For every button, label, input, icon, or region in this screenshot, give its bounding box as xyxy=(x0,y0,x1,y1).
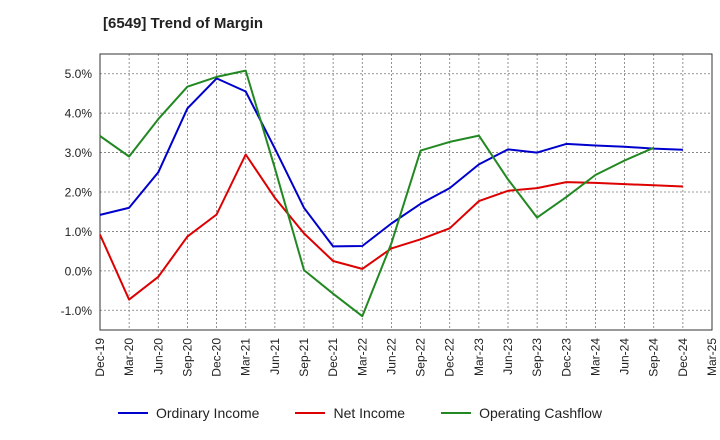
legend-label: Net Income xyxy=(333,405,406,421)
y-tick-label: 2.0% xyxy=(65,186,93,200)
x-tick-label: Jun-22 xyxy=(384,338,398,375)
x-tick-label: Dec-22 xyxy=(443,338,457,377)
x-tick-label: Jun-24 xyxy=(618,338,632,375)
legend-swatch xyxy=(295,412,326,414)
x-tick-label: Sep-21 xyxy=(297,338,311,377)
x-tick-label: Sep-24 xyxy=(647,338,661,377)
x-tick-label: Mar-21 xyxy=(239,338,253,376)
series-line-operating-cashflow xyxy=(99,69,655,318)
x-tick-label: Mar-24 xyxy=(588,338,602,376)
series-line-ordinary-income xyxy=(99,77,683,248)
legend-label: Operating Cashflow xyxy=(479,405,603,421)
y-tick-label: 5.0% xyxy=(65,67,93,81)
x-tick-label: Dec-21 xyxy=(326,338,340,377)
x-tick-label: Dec-23 xyxy=(559,338,573,377)
x-tick-label: Jun-23 xyxy=(501,338,515,375)
y-tick-label: 0.0% xyxy=(65,264,93,278)
legend-swatch xyxy=(441,412,472,414)
x-tick-label: Dec-20 xyxy=(210,338,224,377)
line-chart: -1.0% 0.0% 1.0% 2.0% 3.0% 4.0% 5.0% Dec-19 Mar-2… xyxy=(61,53,719,377)
x-tick-label: Mar-20 xyxy=(122,338,136,376)
legend-item-operating-cashflow: Operating Cashflow xyxy=(441,405,602,421)
x-tick-label: Jun-20 xyxy=(151,338,165,375)
legend-item-ordinary-income: Ordinary Income xyxy=(117,405,260,421)
y-tick-label: 4.0% xyxy=(65,107,93,121)
x-tick-label: Jun-21 xyxy=(268,338,282,375)
legend-label: Ordinary Income xyxy=(155,405,260,421)
x-tick-label: Sep-23 xyxy=(530,338,544,377)
y-tick-label: 3.0% xyxy=(65,146,93,160)
y-tick-label: -1.0% xyxy=(61,304,93,318)
y-tick-label: 1.0% xyxy=(65,225,93,239)
plot-border xyxy=(99,53,713,331)
x-tick-label: Mar-22 xyxy=(355,338,369,376)
x-tick-label: Sep-22 xyxy=(414,338,428,377)
x-tick-label: Sep-20 xyxy=(180,338,194,377)
x-tick-label: Dec-19 xyxy=(93,338,107,377)
x-tick-label: Dec-24 xyxy=(676,338,690,377)
x-tick-label: Mar-25 xyxy=(705,338,719,376)
legend-item-net-income: Net Income xyxy=(295,405,405,421)
legend-swatch xyxy=(117,412,148,414)
chart-title: [6549] Trend of Margin xyxy=(103,15,264,32)
chart-legend: Ordinary Income Net Income Operating Cas… xyxy=(0,405,720,421)
x-tick-label: Mar-23 xyxy=(472,338,486,376)
